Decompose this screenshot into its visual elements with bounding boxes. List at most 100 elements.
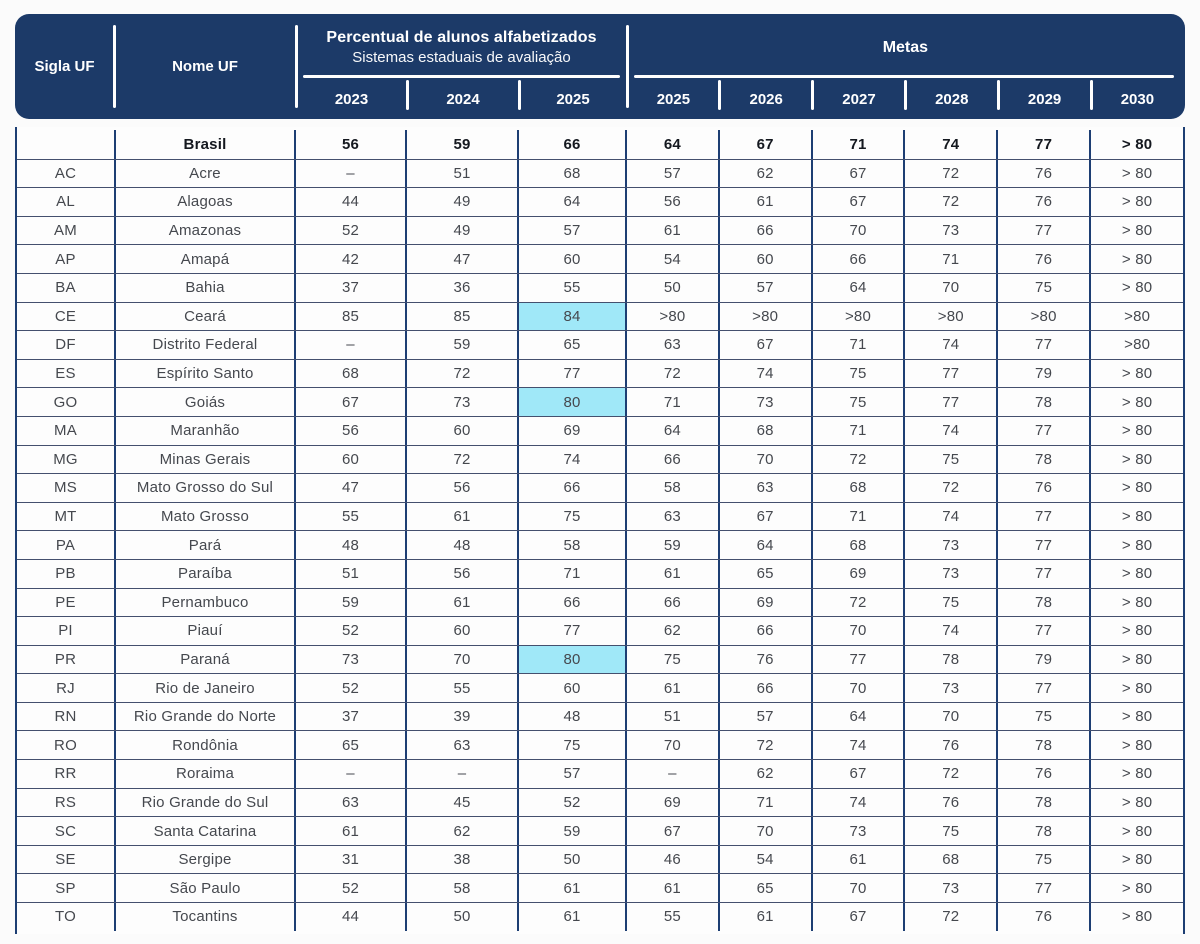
cell-sigla: RN	[17, 702, 116, 731]
cell-sigla: PR	[17, 645, 116, 674]
cell-value: 77	[519, 617, 627, 645]
cell-value: 77	[998, 216, 1091, 245]
cell-value: 61	[407, 502, 519, 531]
cell-value: 64	[627, 416, 720, 445]
cell-value: 76	[998, 245, 1091, 273]
cell-value: 74	[519, 445, 627, 474]
cell-value: > 80	[1121, 508, 1153, 526]
cell-value: 74	[813, 788, 906, 817]
cell-value: 59	[407, 130, 519, 159]
cell-nome: Ceará	[116, 302, 296, 331]
cell-value: > 80	[1121, 135, 1153, 153]
cell-value: 66	[519, 474, 627, 502]
meta-year-header-2026: 2026	[749, 90, 783, 108]
cell-value: 51	[407, 159, 519, 188]
cell-value: 70	[627, 731, 720, 760]
cell-value: 69	[720, 588, 813, 617]
cell-value: 73	[905, 674, 999, 702]
cell-value: 73	[905, 531, 999, 559]
cell-value: 77	[998, 331, 1091, 359]
cell-value: 67	[813, 159, 906, 188]
cell-value: 67	[296, 388, 407, 416]
cell-value: 36	[407, 273, 519, 302]
cell-value: 60	[519, 674, 627, 702]
cell-value: > 80	[1121, 908, 1153, 926]
cell-value: 48	[407, 531, 519, 559]
cell-sigla: MS	[17, 474, 116, 502]
cell-value: 57	[519, 216, 627, 245]
cell-value: 70	[905, 273, 999, 302]
cell-value: 78	[998, 445, 1091, 474]
group-percentual-subtitle: Sistemas estaduais de avaliação	[352, 49, 571, 66]
cell-value: 61	[627, 674, 720, 702]
cell-value: 61	[519, 903, 627, 931]
cell-value: 63	[627, 502, 720, 531]
cell-value: 77	[998, 559, 1091, 588]
cell-value: 69	[813, 559, 906, 588]
cell-value: 78	[998, 588, 1091, 617]
cell-value: 56	[407, 559, 519, 588]
cell-value: 72	[627, 359, 720, 388]
cell-value: 61	[627, 874, 720, 903]
cell-value: 48	[296, 531, 407, 559]
cell-value: >80	[1124, 336, 1151, 354]
cell-value: 37	[296, 702, 407, 731]
cell-value: 55	[519, 273, 627, 302]
cell-value: –	[627, 760, 720, 788]
cell-value: 50	[407, 903, 519, 931]
cell-nome: Rondônia	[116, 731, 296, 760]
cell-value: 64	[813, 273, 906, 302]
cell-value: 47	[296, 474, 407, 502]
table-header: Sigla UF Nome UF Percentual de alunos al…	[15, 14, 1185, 119]
cell-value: 79	[998, 359, 1091, 388]
cell-value: 80	[519, 645, 627, 674]
cell-value: 59	[519, 817, 627, 845]
cell-value: 74	[720, 359, 813, 388]
cell-value: 67	[720, 502, 813, 531]
cell-value: 72	[407, 445, 519, 474]
cell-value: 75	[813, 359, 906, 388]
cell-value: 64	[813, 702, 906, 731]
cell-value: 60	[519, 245, 627, 273]
cell-value: 61	[407, 588, 519, 617]
cell-value: > 80	[1121, 164, 1153, 182]
cell-value: 64	[627, 130, 720, 159]
header-divider	[811, 80, 815, 110]
cell-value: 57	[720, 273, 813, 302]
cell-value: 55	[627, 903, 720, 931]
cell-sigla: RR	[17, 760, 116, 788]
table-row: MT Mato Grosso 55 61 75 63 67 71 74 77 >…	[17, 501, 1183, 531]
cell-sigla: MG	[17, 445, 116, 474]
table-row: MA Maranhão 56 60 69 64 68 71 74 77 > 80	[17, 415, 1183, 445]
cell-nome: Amazonas	[116, 216, 296, 245]
header-divider	[625, 25, 629, 108]
cell-value: 31	[296, 845, 407, 874]
cell-value: 77	[905, 388, 999, 416]
cell-value: 70	[720, 445, 813, 474]
cell-nome: Minas Gerais	[116, 445, 296, 474]
cell-value: 77	[519, 359, 627, 388]
cell-value: 51	[296, 559, 407, 588]
cell-sigla: PE	[17, 588, 116, 617]
cell-sigla: RO	[17, 731, 116, 760]
cell-nome: Acre	[116, 159, 296, 188]
header-divider	[517, 80, 521, 110]
cell-sigla: AC	[17, 159, 116, 188]
cell-value: 63	[720, 474, 813, 502]
table-row: CE Ceará 85 85 84 >80 >80 >80 >80 >80 >8…	[17, 301, 1183, 331]
cell-nome: Espírito Santo	[116, 359, 296, 388]
cell-value: 73	[905, 559, 999, 588]
cell-value: 56	[407, 474, 519, 502]
cell-value: 56	[296, 130, 407, 159]
table-row: RN Rio Grande do Norte 37 39 48 51 57 64…	[17, 701, 1183, 731]
table-row: MG Minas Gerais 60 72 74 66 70 72 75 78 …	[17, 444, 1183, 474]
table-row: Brasil 56 59 66 64 67 71 74 77 > 80	[17, 130, 1183, 159]
cell-value: 71	[905, 245, 999, 273]
cell-nome: Paraná	[116, 645, 296, 674]
header-group-metas: Metas	[882, 38, 929, 56]
cell-nome: Santa Catarina	[116, 817, 296, 845]
cell-value: 45	[407, 788, 519, 817]
cell-value: 74	[905, 502, 999, 531]
cell-sigla: ES	[17, 359, 116, 388]
table-row: PB Paraíba 51 56 71 61 65 69 73 77 > 80	[17, 558, 1183, 588]
